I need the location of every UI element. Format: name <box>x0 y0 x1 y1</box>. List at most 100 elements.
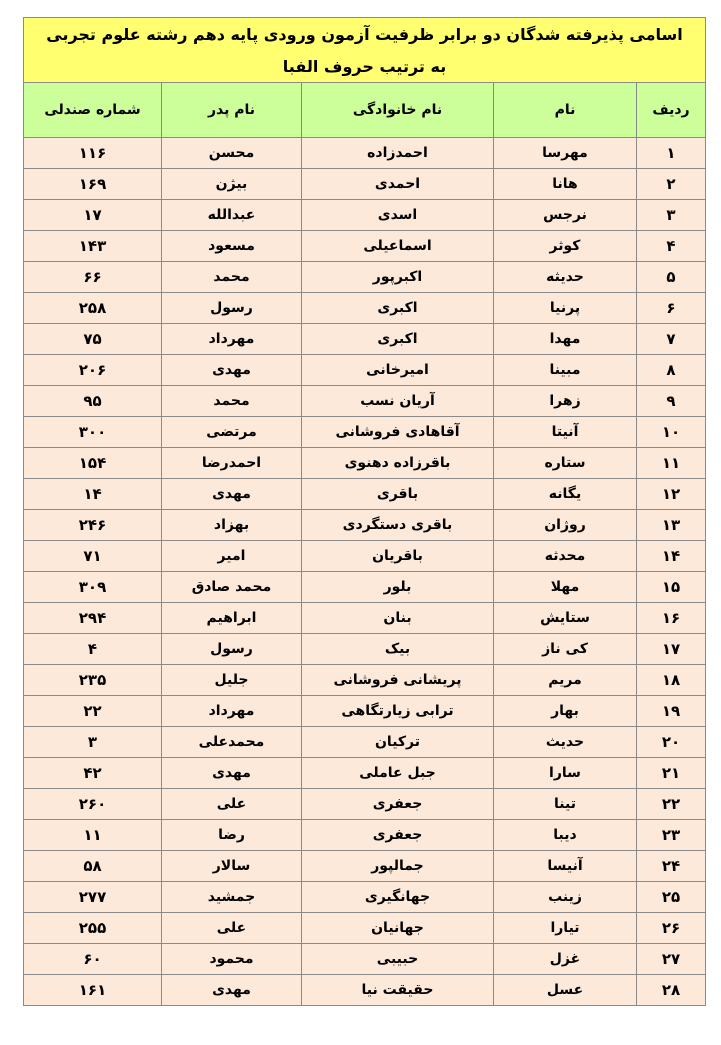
cell-row-number: ۷ <box>636 323 706 355</box>
admission-list-sheet: اسامی پذیرفته شدگان دو برابر ظرفیت آزمون… <box>23 17 706 1006</box>
cell-father-name: محمود <box>161 943 302 975</box>
table-row: ۲۰ حدیث ترکیان محمدعلی ۳ <box>23 726 706 758</box>
cell-last-name: احمدزاده <box>301 137 494 169</box>
cell-seat-number: ۱۵۴ <box>23 447 162 479</box>
cell-last-name: جبل عاملی <box>301 757 494 789</box>
cell-last-name: بلور <box>301 571 494 603</box>
table-row: ۱۷ کی ناز بیک رسول ۴ <box>23 633 706 665</box>
cell-seat-number: ۲۳۵ <box>23 664 162 696</box>
cell-last-name: اکبرپور <box>301 261 494 293</box>
cell-father-name: مهدی <box>161 354 302 386</box>
cell-father-name: جمشید <box>161 881 302 913</box>
table-row: ۱۵ مهلا بلور محمد صادق ۳۰۹ <box>23 571 706 603</box>
cell-father-name: مهدی <box>161 757 302 789</box>
cell-first-name: مبینا <box>493 354 637 386</box>
cell-row-number: ۳ <box>636 199 706 231</box>
cell-first-name: عسل <box>493 974 637 1006</box>
cell-first-name: ستایش <box>493 602 637 634</box>
cell-seat-number: ۲۰۶ <box>23 354 162 386</box>
cell-first-name: آنیتا <box>493 416 637 448</box>
cell-father-name: بهزاد <box>161 509 302 541</box>
cell-last-name: جمالپور <box>301 850 494 882</box>
cell-last-name: اسماعیلی <box>301 230 494 262</box>
cell-father-name: مهرداد <box>161 695 302 727</box>
cell-seat-number: ۲۵۵ <box>23 912 162 944</box>
cell-row-number: ۲۵ <box>636 881 706 913</box>
table-row: ۱۹ بهار ترابی زیارتگاهی مهرداد ۲۲ <box>23 695 706 727</box>
cell-row-number: ۲۱ <box>636 757 706 789</box>
cell-father-name: سالار <box>161 850 302 882</box>
cell-first-name: ستاره <box>493 447 637 479</box>
cell-seat-number: ۳۰۰ <box>23 416 162 448</box>
cell-row-number: ۱۵ <box>636 571 706 603</box>
cell-first-name: کوثر <box>493 230 637 262</box>
cell-first-name: زهرا <box>493 385 637 417</box>
cell-father-name: مرتضی <box>161 416 302 448</box>
table-row: ۷ مهدا اکبری مهرداد ۷۵ <box>23 323 706 355</box>
cell-seat-number: ۲۵۸ <box>23 292 162 324</box>
table-row: ۱۱ ستاره باقرزاده دهنوی احمدرضا ۱۵۴ <box>23 447 706 479</box>
cell-row-number: ۲ <box>636 168 706 200</box>
cell-last-name: بیک <box>301 633 494 665</box>
cell-seat-number: ۴ <box>23 633 162 665</box>
cell-row-number: ۱۴ <box>636 540 706 572</box>
cell-last-name: حبیبی <box>301 943 494 975</box>
cell-last-name: حقیقت نیا <box>301 974 494 1006</box>
table-body: ۱ مهرسا احمدزاده محسن ۱۱۶ ۲ هانا احمدی بیژن ۱۶۹ ۳ ن… <box>23 137 706 1006</box>
cell-father-name: احمدرضا <box>161 447 302 479</box>
cell-first-name: آنیسا <box>493 850 637 882</box>
cell-row-number: ۲۷ <box>636 943 706 975</box>
table-row: ۵ حدیثه اکبرپور محمد ۶۶ <box>23 261 706 293</box>
cell-first-name: مهدا <box>493 323 637 355</box>
admission-table: اسامی پذیرفته شدگان دو برابر ظرفیت آزمون… <box>23 17 706 1006</box>
header-first-name: نام <box>493 82 637 138</box>
cell-first-name: یگانه <box>493 478 637 510</box>
cell-father-name: امیر <box>161 540 302 572</box>
cell-father-name: جلیل <box>161 664 302 696</box>
cell-seat-number: ۳۰۹ <box>23 571 162 603</box>
cell-first-name: هانا <box>493 168 637 200</box>
table-row: ۱۶ ستایش بنان ابراهیم ۲۹۴ <box>23 602 706 634</box>
cell-father-name: محمدعلی <box>161 726 302 758</box>
cell-father-name: بیژن <box>161 168 302 200</box>
cell-father-name: مهدی <box>161 478 302 510</box>
table-row: ۲۷ غزل حبیبی محمود ۶۰ <box>23 943 706 975</box>
cell-row-number: ۱۹ <box>636 695 706 727</box>
header-father-name: نام پدر <box>161 82 302 138</box>
cell-seat-number: ۱۶۹ <box>23 168 162 200</box>
cell-row-number: ۱۳ <box>636 509 706 541</box>
cell-first-name: دیبا <box>493 819 637 851</box>
cell-seat-number: ۲۹۴ <box>23 602 162 634</box>
cell-last-name: اکبری <box>301 323 494 355</box>
table-row: ۲۶ تیارا جهانیان علی ۲۵۵ <box>23 912 706 944</box>
cell-last-name: بنان <box>301 602 494 634</box>
cell-row-number: ۲۸ <box>636 974 706 1006</box>
table-row: ۲۸ عسل حقیقت نیا مهدی ۱۶۱ <box>23 974 706 1006</box>
table-row: ۱۳ روژان باقری دستگردی بهزاد ۲۴۶ <box>23 509 706 541</box>
table-row: ۲۱ سارا جبل عاملی مهدی ۴۲ <box>23 757 706 789</box>
table-row: ۶ پرنیا اکبری رسول ۲۵۸ <box>23 292 706 324</box>
title-line-2: به ترتیب حروف الفبا <box>23 50 706 83</box>
table-row: ۱۴ محدثه باقریان امیر ۷۱ <box>23 540 706 572</box>
cell-last-name: امیرخانی <box>301 354 494 386</box>
cell-last-name: باقری دستگردی <box>301 509 494 541</box>
cell-first-name: پرنیا <box>493 292 637 324</box>
cell-row-number: ۱۲ <box>636 478 706 510</box>
cell-seat-number: ۵۸ <box>23 850 162 882</box>
cell-father-name: محمد صادق <box>161 571 302 603</box>
cell-last-name: جهانگیری <box>301 881 494 913</box>
cell-father-name: محمد <box>161 385 302 417</box>
cell-father-name: علی <box>161 912 302 944</box>
cell-row-number: ۱۰ <box>636 416 706 448</box>
cell-last-name: ترکیان <box>301 726 494 758</box>
cell-father-name: مهدی <box>161 974 302 1006</box>
cell-father-name: رسول <box>161 292 302 324</box>
cell-first-name: بهار <box>493 695 637 727</box>
cell-row-number: ۱۷ <box>636 633 706 665</box>
cell-seat-number: ۴۲ <box>23 757 162 789</box>
cell-seat-number: ۳ <box>23 726 162 758</box>
cell-father-name: مسعود <box>161 230 302 262</box>
cell-last-name: اسدی <box>301 199 494 231</box>
header-row-number: ردیف <box>636 82 706 138</box>
cell-seat-number: ۱۶۱ <box>23 974 162 1006</box>
